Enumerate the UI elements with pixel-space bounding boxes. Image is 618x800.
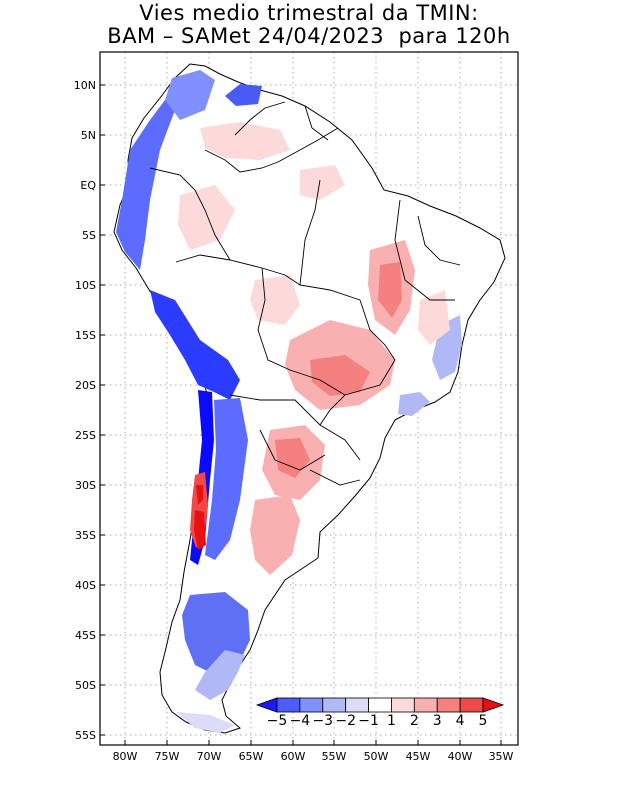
country-borders [149, 101, 461, 486]
lon-labels: 80W 75W 70W 65W 60W 55W 50W 45W 40W 35W [113, 750, 514, 763]
lon-label-80w: 80W [113, 750, 138, 763]
colorbar-label: −4 [290, 713, 311, 729]
colorbar-box [299, 697, 324, 713]
colorbar-box [413, 697, 438, 713]
colorbar-box [322, 697, 347, 713]
colorbar-label: 5 [479, 713, 488, 729]
lon-label-75w: 75W [155, 750, 180, 763]
colorbar-box [276, 697, 301, 713]
lon-label-50w: 50W [364, 750, 389, 763]
colorbar: −5 −4 −3 −2 −1 1 2 3 4 5 [255, 697, 505, 729]
colorbar-label: −3 [312, 713, 333, 729]
tick-marks [100, 84, 502, 745]
map-title: Vies medio trimestral da TMIN: BAM – SAM… [0, 2, 618, 48]
negative-bias-areas [116, 70, 462, 733]
colorbar-box [368, 697, 392, 713]
lat-label-30s: 30S [75, 479, 96, 492]
lon-label-70w: 70W [197, 750, 222, 763]
lat-label-40s: 40S [75, 579, 96, 592]
lon-label-60w: 60W [281, 750, 306, 763]
lon-label-65w: 65W [239, 750, 264, 763]
lon-label-55w: 55W [322, 750, 347, 763]
lon-label-45w: 45W [406, 750, 431, 763]
lat-label-10n: 10N [74, 79, 96, 92]
title-line-1: Vies medio trimestral da TMIN: [139, 1, 479, 25]
colorbar-label: 1 [387, 713, 396, 729]
lat-label-15s: 15S [75, 329, 96, 342]
colorbar-label: −1 [358, 713, 379, 729]
lat-label-35s: 35S [75, 529, 96, 542]
lat-label-5n: 5N [81, 129, 96, 142]
lon-label-35w: 35W [489, 750, 514, 763]
colorbar-label: 3 [433, 713, 442, 729]
colorbar-label: 2 [410, 713, 419, 729]
lat-label-25s: 25S [75, 429, 96, 442]
lat-labels: 10N 5N EQ 5S 10S 15S 20S 25S 30S 35S 40S… [74, 79, 97, 742]
colorbar-label: −5 [267, 713, 288, 729]
lat-label-10s: 10S [75, 279, 96, 292]
colorbar-label: −2 [335, 713, 356, 729]
title-line-2: BAM – SAMet 24/04/2023 para 120h [107, 24, 511, 48]
map-frame [99, 51, 519, 746]
lat-label-55s: 55S [75, 729, 96, 742]
colorbar-box [459, 697, 484, 713]
lon-label-40w: 40W [448, 750, 473, 763]
colorbar-label: 4 [456, 713, 465, 729]
lat-label-50s: 50S [75, 679, 96, 692]
colorbar-box [436, 697, 461, 713]
lat-label-20s: 20S [75, 379, 96, 392]
lat-label-5s: 5S [82, 229, 96, 242]
lat-label-45s: 45S [75, 629, 96, 642]
colorbar-box [345, 697, 369, 713]
lat-label-eq: EQ [80, 179, 96, 192]
colorbar-box [391, 697, 415, 713]
colorbar-arrow-high [482, 697, 505, 713]
